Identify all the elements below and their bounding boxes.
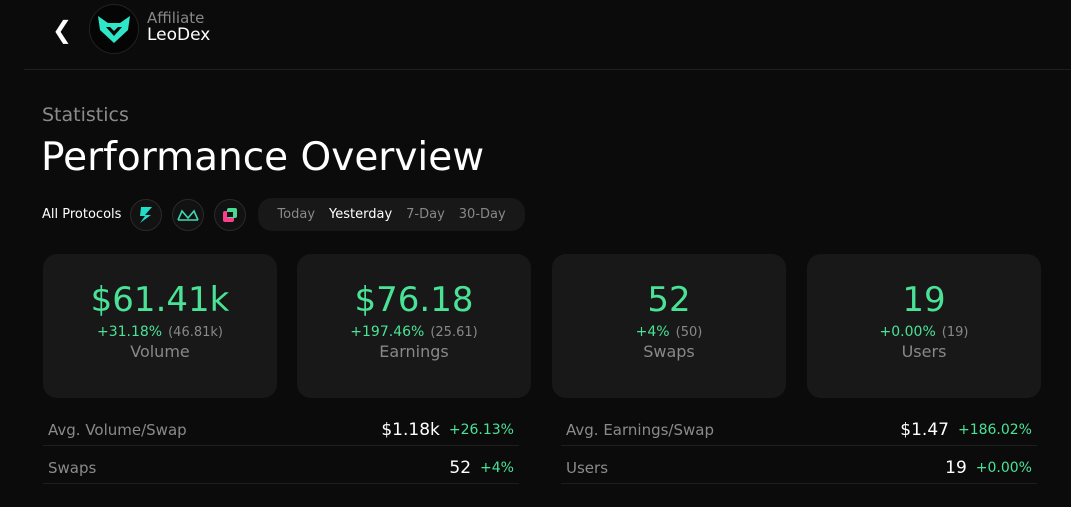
time-range-selector: Today Yesterday 7-Day 30-Day xyxy=(258,198,525,231)
row-value: 19 xyxy=(945,458,967,478)
range-today[interactable]: Today xyxy=(277,207,316,222)
affiliate-name: LeoDex xyxy=(147,25,211,45)
card-previous: (25.61) xyxy=(430,325,478,340)
row-label: Users xyxy=(566,459,609,477)
row-label: Avg. Earnings/Swap xyxy=(566,421,714,439)
card-label: Earnings xyxy=(379,342,449,361)
card-change: +0.00% xyxy=(879,324,936,340)
row-change: +4% xyxy=(480,460,514,476)
row-value: $1.47 xyxy=(900,420,949,440)
row-change: +26.13% xyxy=(448,422,514,438)
filter-bar: All Protocols Today Yesterday 7-Day 30-D… xyxy=(42,198,525,231)
chainflip-icon[interactable] xyxy=(214,198,247,231)
swaps-card: 52 +4% (50) Swaps xyxy=(552,254,786,398)
stat-row: Swaps 52 +4% xyxy=(43,453,519,484)
section-label: Statistics xyxy=(42,104,129,126)
card-value: 19 xyxy=(902,280,946,320)
row-change: +0.00% xyxy=(975,460,1032,476)
card-previous: (46.81k) xyxy=(168,325,223,340)
page-title: Performance Overview xyxy=(41,135,485,180)
row-change: +186.02% xyxy=(957,422,1032,438)
earnings-card: $76.18 +197.46% (25.61) Earnings xyxy=(297,254,531,398)
stat-row: Avg. Earnings/Swap $1.47 +186.02% xyxy=(561,415,1037,446)
header-subtitle: Affiliate xyxy=(147,9,205,27)
maya-icon[interactable] xyxy=(172,198,205,231)
card-previous: (19) xyxy=(941,325,969,340)
card-value: 52 xyxy=(647,280,691,320)
row-label: Swaps xyxy=(48,459,97,477)
range-yesterday[interactable]: Yesterday xyxy=(329,207,393,222)
range-7-day[interactable]: 7-Day xyxy=(406,207,445,222)
leodex-logo xyxy=(89,4,139,54)
card-label: Volume xyxy=(130,342,190,361)
card-change: +31.18% xyxy=(96,324,163,340)
row-label: Avg. Volume/Swap xyxy=(48,421,187,439)
card-value: $76.18 xyxy=(354,280,474,320)
stat-row: Avg. Volume/Swap $1.18k +26.13% xyxy=(43,415,519,446)
all-protocols-button[interactable]: All Protocols xyxy=(42,207,122,222)
back-chevron-icon[interactable]: ❮ xyxy=(52,16,73,44)
card-previous: (50) xyxy=(675,325,703,340)
row-value: $1.18k xyxy=(381,420,440,440)
thorchain-icon[interactable] xyxy=(130,198,163,231)
card-label: Users xyxy=(901,342,947,361)
card-change: +197.46% xyxy=(350,324,425,340)
stat-row: Users 19 +0.00% xyxy=(561,453,1037,484)
card-label: Swaps xyxy=(643,342,695,361)
row-value: 52 xyxy=(449,458,472,478)
card-value: $61.41k xyxy=(90,280,230,320)
volume-card: $61.41k +31.18% (46.81k) Volume xyxy=(43,254,277,398)
card-change: +4% xyxy=(635,324,670,340)
header: ❮ Affiliate LeoDex xyxy=(24,0,1071,70)
range-30-day[interactable]: 30-Day xyxy=(458,207,506,222)
users-card: 19 +0.00% (19) Users xyxy=(807,254,1041,398)
